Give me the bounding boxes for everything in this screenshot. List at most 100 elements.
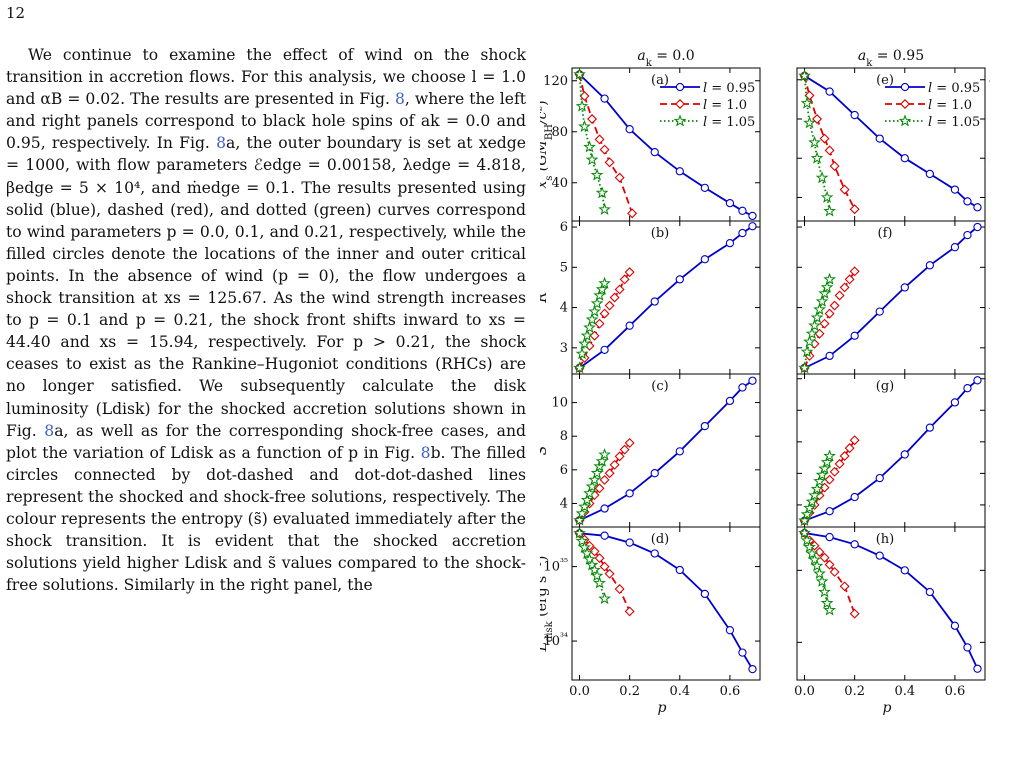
data-point [963, 197, 972, 206]
data-point [614, 584, 625, 594]
data-point [819, 318, 830, 329]
data-point [748, 376, 757, 385]
data-point [834, 290, 845, 301]
data-point [583, 140, 596, 153]
panel-label: (c) [651, 379, 668, 394]
y-tick-label: 30 [989, 112, 990, 127]
data-point [818, 286, 831, 299]
data-point [963, 643, 972, 652]
data-point [738, 383, 747, 392]
data-point [829, 300, 840, 311]
x-axis-label: p [883, 700, 892, 716]
data-point [808, 488, 821, 501]
data-point [823, 449, 836, 462]
data-point [825, 87, 834, 96]
legend-entry: l = 0.95 [928, 81, 980, 96]
data-point [578, 500, 591, 513]
y-tick-label: 8 [989, 435, 990, 450]
data-point [973, 203, 982, 212]
data-point [819, 482, 830, 493]
data-point [825, 507, 834, 516]
x-tick-label: 0.0 [794, 684, 815, 699]
data-point [950, 243, 960, 252]
data-point [839, 451, 850, 461]
data-point [820, 190, 834, 203]
data-point [849, 204, 860, 215]
y-tick-label: 8 [560, 429, 568, 444]
data-point [900, 283, 909, 292]
data-point [588, 304, 601, 317]
x-tick-label: 0.2 [619, 684, 640, 699]
data-point [798, 526, 811, 539]
data-point [609, 459, 620, 470]
data-point [900, 566, 909, 575]
y-tick-label: 6 [989, 220, 990, 235]
data-point [973, 376, 982, 385]
data-point [595, 282, 609, 295]
chart-panel-d: 0.0 0.2 0.4 0.6 p 10³⁴ 10³⁵Ldisk (erg s−1) (d) [540, 526, 761, 716]
data-point [950, 398, 960, 407]
column-title: ak = 0.95 [858, 48, 924, 69]
paragraph-text: a, as well as for the corresponding shoc… [6, 421, 527, 462]
data-point [583, 321, 596, 334]
data-point [625, 489, 634, 498]
data-point [599, 308, 610, 319]
panel-label: (d) [651, 532, 669, 547]
data-point [675, 565, 684, 575]
figure-link[interactable]: 8 [44, 421, 55, 440]
data-point [575, 506, 589, 519]
data-point [650, 549, 659, 558]
data-point [725, 396, 735, 406]
x-tick-label: 0.4 [894, 684, 915, 699]
y-tick-label: 10³⁴ [543, 632, 568, 650]
figure-link[interactable]: 8 [216, 134, 227, 153]
data-point [593, 288, 606, 301]
data-point [820, 280, 834, 293]
data-point [950, 621, 960, 630]
chart-panel-h: 0.00.20.40.6p10³⁴10³⁵Ldisk (erg s−1)(h) [794, 526, 990, 716]
data-point [849, 266, 860, 277]
data-point [849, 435, 860, 446]
data-point [675, 82, 685, 92]
data-point [600, 504, 609, 513]
panel-label: (g) [876, 379, 894, 394]
legend-entry: l = 0.95 [703, 81, 755, 96]
data-point [800, 533, 814, 546]
data-point [650, 297, 659, 306]
y-tick-label: 10 [989, 403, 990, 418]
data-point [580, 546, 594, 559]
data-point [675, 447, 684, 456]
data-point [820, 596, 834, 609]
y-tick-label: 40 [551, 176, 568, 191]
data-point [675, 167, 684, 176]
y-axis-label: R [540, 292, 550, 304]
data-point [594, 318, 605, 329]
data-point [594, 483, 605, 494]
y-tick-label: 6 [989, 466, 990, 481]
data-point [824, 474, 835, 485]
panel-label: (f) [878, 226, 893, 241]
data-point [839, 581, 850, 592]
data-point [738, 206, 747, 215]
data-point [590, 296, 604, 309]
chart-panel-g: 4681012S(g) [796, 372, 990, 528]
x-axis-label: p [658, 700, 667, 716]
data-point [624, 437, 635, 448]
figure-link[interactable]: 8 [420, 443, 431, 462]
figure-link[interactable]: 8 [395, 90, 405, 109]
x-tick-label: 0.0 [569, 684, 590, 699]
data-point [614, 172, 625, 183]
data-point [725, 198, 735, 208]
data-point [805, 327, 819, 340]
data-point [600, 345, 609, 354]
data-point [573, 67, 586, 80]
y-tick-label: 10 [551, 396, 568, 411]
data-point [829, 161, 840, 172]
data-point [804, 90, 815, 101]
x-tick-label: 0.2 [844, 684, 865, 699]
data-point [812, 114, 823, 124]
legend-entry: l = 1.05 [703, 115, 755, 130]
data-point [808, 135, 821, 148]
data-point [839, 282, 850, 293]
data-point [814, 328, 825, 339]
